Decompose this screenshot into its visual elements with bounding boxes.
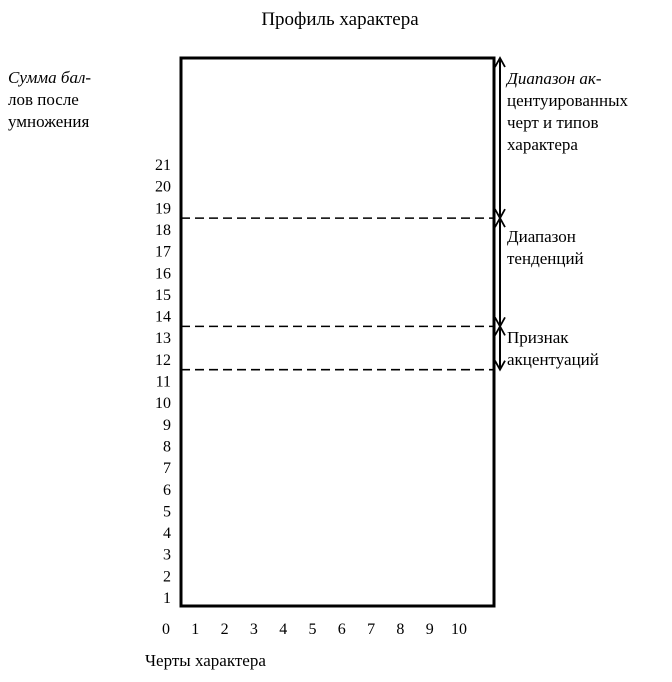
range-label-line: тенденций: [507, 249, 584, 268]
y-tick-label: 21: [155, 157, 171, 174]
y-tick-label: 19: [155, 200, 171, 217]
y-tick-label: 16: [155, 265, 171, 282]
range-label-line: черт и типов: [507, 113, 599, 132]
x-tick-label: 8: [396, 621, 404, 638]
x-tick-label: 9: [426, 621, 434, 638]
y-tick-label: 5: [163, 503, 171, 520]
y-tick-label: 7: [163, 460, 171, 477]
range-label-line: центуированных: [507, 91, 629, 110]
y-axis-label-line: лов после: [8, 90, 79, 109]
y-tick-label: 13: [155, 330, 171, 347]
y-tick-label: 10: [155, 395, 171, 412]
y-tick-label: 11: [156, 374, 171, 391]
y-axis-label-line: умножения: [8, 112, 89, 131]
y-tick-label: 12: [155, 352, 171, 369]
arrow-up-icon: [494, 56, 506, 68]
x-tick-label: 6: [338, 621, 346, 638]
x-axis-label: Черты характера: [145, 651, 266, 670]
threshold-lines: [181, 217, 494, 371]
y-axis-label-line: Сумма бал-: [8, 68, 91, 87]
y-tick-label: 1: [163, 590, 171, 607]
range-label-line: акцентуаций: [507, 350, 599, 369]
y-tick-label: 18: [155, 222, 171, 239]
range-label-line: Диапазон ак-: [505, 69, 602, 88]
x-tick-labels: 0 1 2 3 4 5 6 7 8 9 10: [162, 621, 467, 638]
x-tick-label: 5: [309, 621, 317, 638]
accentuated-range: Диапазон ак-центуированных черт и типов ха…: [494, 56, 629, 220]
x-tick-label: 2: [221, 621, 229, 638]
y-tick-label: 20: [155, 179, 171, 196]
x-tick-label: 7: [367, 621, 375, 638]
y-tick-label: 14: [155, 309, 171, 326]
y-tick-label: 17: [155, 244, 171, 261]
arrow-up-icon: [494, 216, 506, 228]
y-axis-label: Сумма бал-лов после умножения: [8, 68, 91, 131]
y-tick-label: 3: [163, 547, 171, 564]
range-label-line: Диапазон: [507, 227, 576, 246]
y-tick-label: 15: [155, 287, 171, 304]
tendency-range: Диапазон тенденций: [494, 216, 584, 329]
x-tick-label: 10: [451, 621, 467, 638]
range-label-line: Признак: [507, 328, 569, 347]
y-tick-label: 6: [163, 482, 171, 499]
y-tick-label: 8: [163, 438, 171, 455]
y-tick-label: 9: [163, 417, 171, 434]
range-annotations: Диапазон ак-центуированных черт и типов ха…: [494, 56, 629, 372]
y-tick-label: 4: [163, 525, 171, 542]
chart-title: Профиль характера: [261, 9, 419, 30]
accentuation-sign: Признак акцентуаций: [494, 324, 599, 372]
x-tick-label: 4: [279, 621, 287, 638]
y-tick-label: 2: [163, 568, 171, 585]
arrow-up-icon: [494, 324, 506, 336]
arrow-down-icon: [494, 360, 506, 372]
plot-frame: [179, 56, 496, 608]
x-tick-label: 0: [162, 621, 170, 638]
x-tick-label: 1: [191, 621, 199, 638]
x-tick-label: 3: [250, 621, 258, 638]
range-label-line: характера: [507, 135, 578, 154]
